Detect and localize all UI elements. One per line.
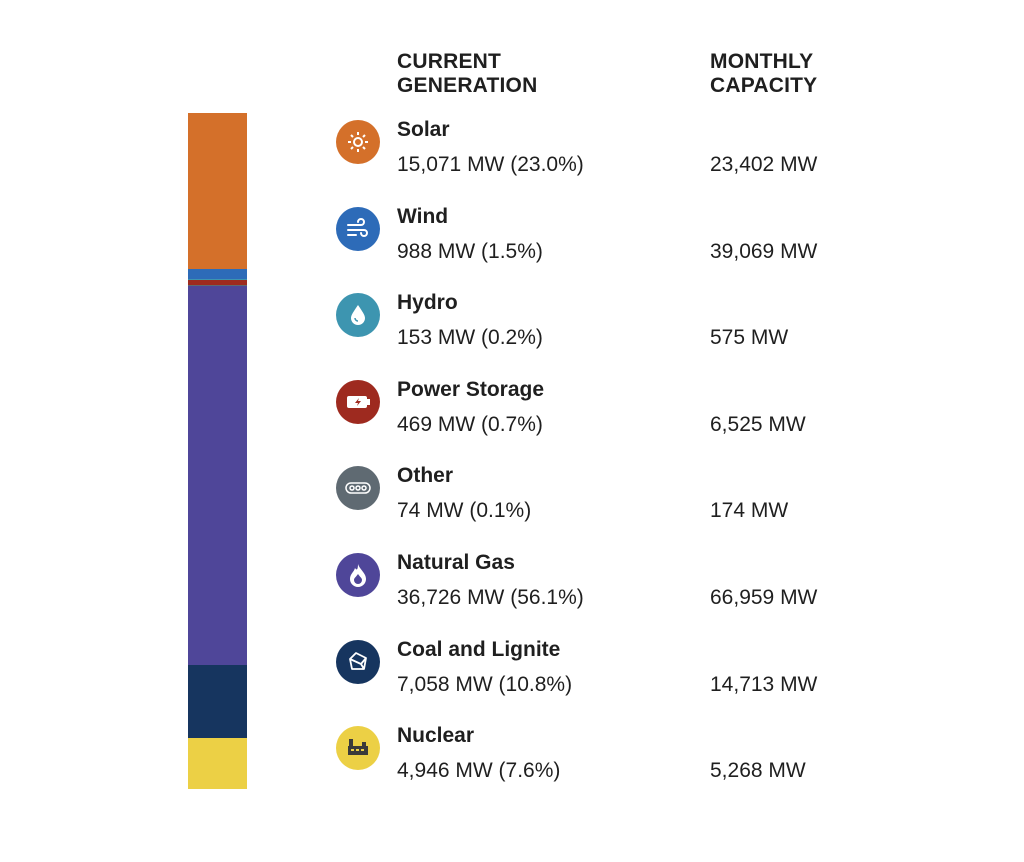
category-name: Hydro bbox=[397, 291, 458, 315]
category-icon bbox=[336, 293, 380, 338]
generation-value: 74 MW (0.1%) bbox=[397, 499, 532, 523]
generation-value: 988 MW (1.5%) bbox=[397, 239, 543, 263]
generation-value: 469 MW (0.7%) bbox=[397, 412, 543, 436]
category-name: Nuclear bbox=[397, 724, 475, 748]
capacity-value: 14,713 MW bbox=[710, 672, 818, 696]
category-icon bbox=[336, 379, 380, 424]
capacity-value: 5,268 MW bbox=[710, 759, 806, 783]
stacked-bar bbox=[188, 113, 247, 789]
category-name: Other bbox=[397, 464, 454, 488]
generation-value: 15,071 MW (23.0%) bbox=[397, 153, 584, 176]
icon-circle bbox=[336, 120, 380, 164]
bar-segment bbox=[188, 665, 247, 738]
category-icon bbox=[336, 553, 380, 597]
category-name: Solar bbox=[397, 118, 450, 141]
category-icon bbox=[336, 120, 380, 164]
category-icon bbox=[336, 726, 380, 771]
category-icon bbox=[336, 466, 380, 511]
generation-value: 7,058 MW (10.8%) bbox=[397, 672, 573, 696]
category-name: Wind bbox=[397, 204, 449, 228]
generation-value: 153 MW (0.2%) bbox=[397, 326, 543, 350]
capacity-value: 23,402 MW bbox=[710, 153, 818, 176]
generation-value: 4,946 MW (7.6%) bbox=[397, 759, 561, 783]
bar-segment bbox=[188, 280, 247, 286]
bar-segment bbox=[188, 285, 247, 286]
category-icon bbox=[336, 639, 380, 684]
capacity-value: 575 MW bbox=[710, 326, 789, 350]
bar-segment bbox=[188, 113, 247, 269]
category-name: Coal and Lignite bbox=[397, 637, 561, 661]
capacity-value: 66,959 MW bbox=[710, 586, 818, 609]
icon-circle bbox=[336, 466, 380, 511]
header-generation: CURRENT GENERATION bbox=[397, 50, 538, 97]
bar-segment bbox=[188, 268, 247, 279]
capacity-value: 6,525 MW bbox=[710, 412, 806, 436]
category-name: Power Storage bbox=[397, 377, 545, 401]
category-icon bbox=[336, 206, 380, 251]
bar-segment bbox=[188, 285, 247, 666]
category-name: Natural Gas bbox=[397, 551, 515, 574]
bar-segment bbox=[188, 278, 247, 281]
capacity-value: 174 MW bbox=[710, 499, 789, 523]
header-capacity: MONTHLY CAPACITY bbox=[710, 50, 818, 97]
capacity-value: 39,069 MW bbox=[710, 239, 818, 263]
generation-value: 36,726 MW (56.1%) bbox=[397, 586, 584, 609]
bar-segment bbox=[188, 737, 247, 789]
